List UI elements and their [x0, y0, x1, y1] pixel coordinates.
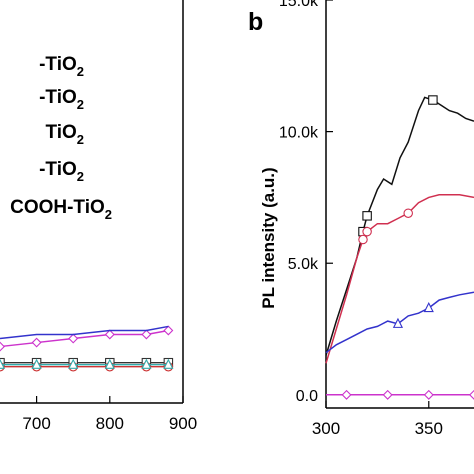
- panel-a-data-point: [31, 358, 42, 369]
- panel-b-series-line: [325, 96, 474, 356]
- panel-a-data-point: [0, 341, 5, 352]
- panel-b-series: [325, 95, 474, 400]
- panel-b-data-point: [362, 226, 372, 237]
- panel-b-data-point: [362, 211, 372, 221]
- panel-b-data-point: [423, 389, 434, 400]
- panel-b-y-axis-label: PL intensity (a.u.): [259, 167, 278, 308]
- panel-b-y-tick-label: 10.0k: [279, 125, 319, 142]
- panel-b-data-point: [403, 208, 413, 218]
- legend-entry-text: COOH-TiO: [10, 197, 105, 218]
- panel-b-data-point: [382, 389, 393, 400]
- panel-a-data-point: [104, 329, 115, 340]
- panel-b-data-point: [392, 317, 404, 328]
- panel-b: b PL intensity (a.u.) 0.05.0k10.0k15.0k …: [248, 0, 474, 438]
- panel-b-data-point: [469, 389, 474, 400]
- panel-a-data-point: [163, 325, 174, 336]
- panel-b-x-ticks: 300 350: [312, 401, 443, 438]
- panel-a-legend-entry: -TiO2: [39, 159, 84, 184]
- panel-a-x-tick-label: 900: [169, 414, 197, 433]
- panel-a-data-point: [163, 358, 174, 369]
- panel-b-data-point: [423, 301, 434, 313]
- legend-entry-text: -TiO: [39, 87, 77, 108]
- panel-b-y-tick-label: 5.0k: [288, 256, 319, 273]
- panel-b-y-tick-label: 15.0k: [279, 0, 319, 10]
- panel-b-series-line: [325, 194, 474, 364]
- panel-a-data-point: [68, 333, 79, 344]
- panel-b-y-tick-label: 0.0: [296, 388, 318, 405]
- legend-entry-text: -TiO: [39, 54, 77, 75]
- legend-entry-subscript: 2: [77, 64, 84, 79]
- panel-b-data-point: [341, 389, 352, 400]
- panel-a-data-point: [141, 329, 152, 340]
- panel-b-x-tick-label: 300: [312, 419, 340, 438]
- panel-a-series: [0, 325, 174, 372]
- legend-entry-text: -TiO: [39, 159, 77, 180]
- panel-b-x-tick-label: 350: [415, 419, 443, 438]
- panel-b-y-ticks: 0.0 5.0k 10.0k 15.0k: [279, 0, 333, 405]
- panel-a-legend-entry: -TiO2: [39, 87, 84, 112]
- panel-a-legend-entry: -TiO2: [39, 54, 84, 79]
- panel-a-data-point: [141, 358, 152, 369]
- panel-a-series-line: [0, 325, 169, 340]
- panel-a-legend-entry: TiO2: [45, 122, 84, 147]
- panel-a-data-point: [31, 337, 42, 348]
- legend-entry-subscript: 2: [77, 169, 84, 184]
- panel-a-data-point: [0, 358, 6, 369]
- legend-entry-subscript: 2: [105, 207, 112, 222]
- panel-b-label: b: [248, 8, 263, 36]
- legend-entry-subscript: 2: [77, 97, 84, 112]
- legend-entry-subscript: 2: [77, 132, 84, 147]
- panel-b-data-point: [428, 95, 438, 105]
- panel-a-data-point: [104, 358, 115, 369]
- panel-b-data-point: [358, 234, 368, 245]
- legend-entry-text: TiO: [45, 122, 76, 143]
- panel-a-x-tick-label: 700: [22, 414, 50, 433]
- panel-a-legend-entry: COOH-TiO2: [10, 197, 112, 222]
- panel-a-x-ticks: 700 800 900: [22, 396, 197, 433]
- panel-a-x-tick-label: 800: [96, 414, 124, 433]
- panel-a-data-point: [68, 358, 79, 369]
